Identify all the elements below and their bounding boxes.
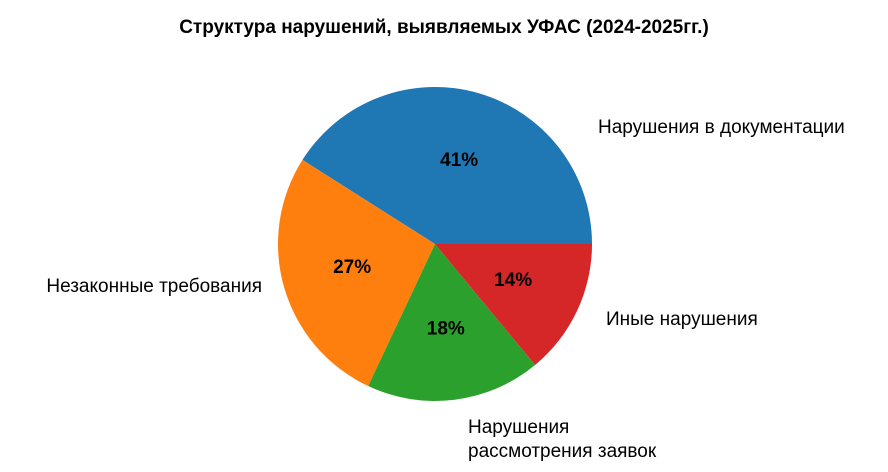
value-label: 27% [333, 257, 371, 278]
pie-slice [278, 159, 435, 387]
chart-title: Структура нарушений, выявляемых УФАС (20… [179, 17, 709, 38]
pie-slice [302, 87, 592, 244]
pie-slice [435, 244, 592, 365]
pie-slice [368, 244, 536, 401]
value-label: 41% [440, 150, 478, 171]
category-label: Нарушения рассмотрения заявок [468, 417, 657, 462]
category-label: Незаконные требования [46, 276, 262, 297]
category-label: Нарушения в документации [598, 117, 845, 138]
value-label: 14% [494, 270, 532, 291]
category-label: Иные нарушения [606, 309, 758, 330]
value-label: 18% [427, 319, 465, 340]
